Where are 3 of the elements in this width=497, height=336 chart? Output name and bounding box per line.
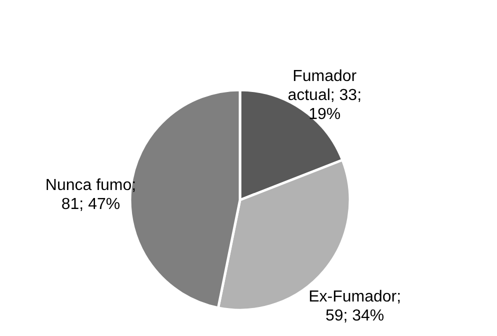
slice-label: Fumador actual; 33; 19% [288, 68, 362, 124]
slice-label: Nunca fumo; 81; 47% [45, 177, 136, 214]
slice-label: Ex-Fumador; 59; 34% [308, 288, 402, 325]
